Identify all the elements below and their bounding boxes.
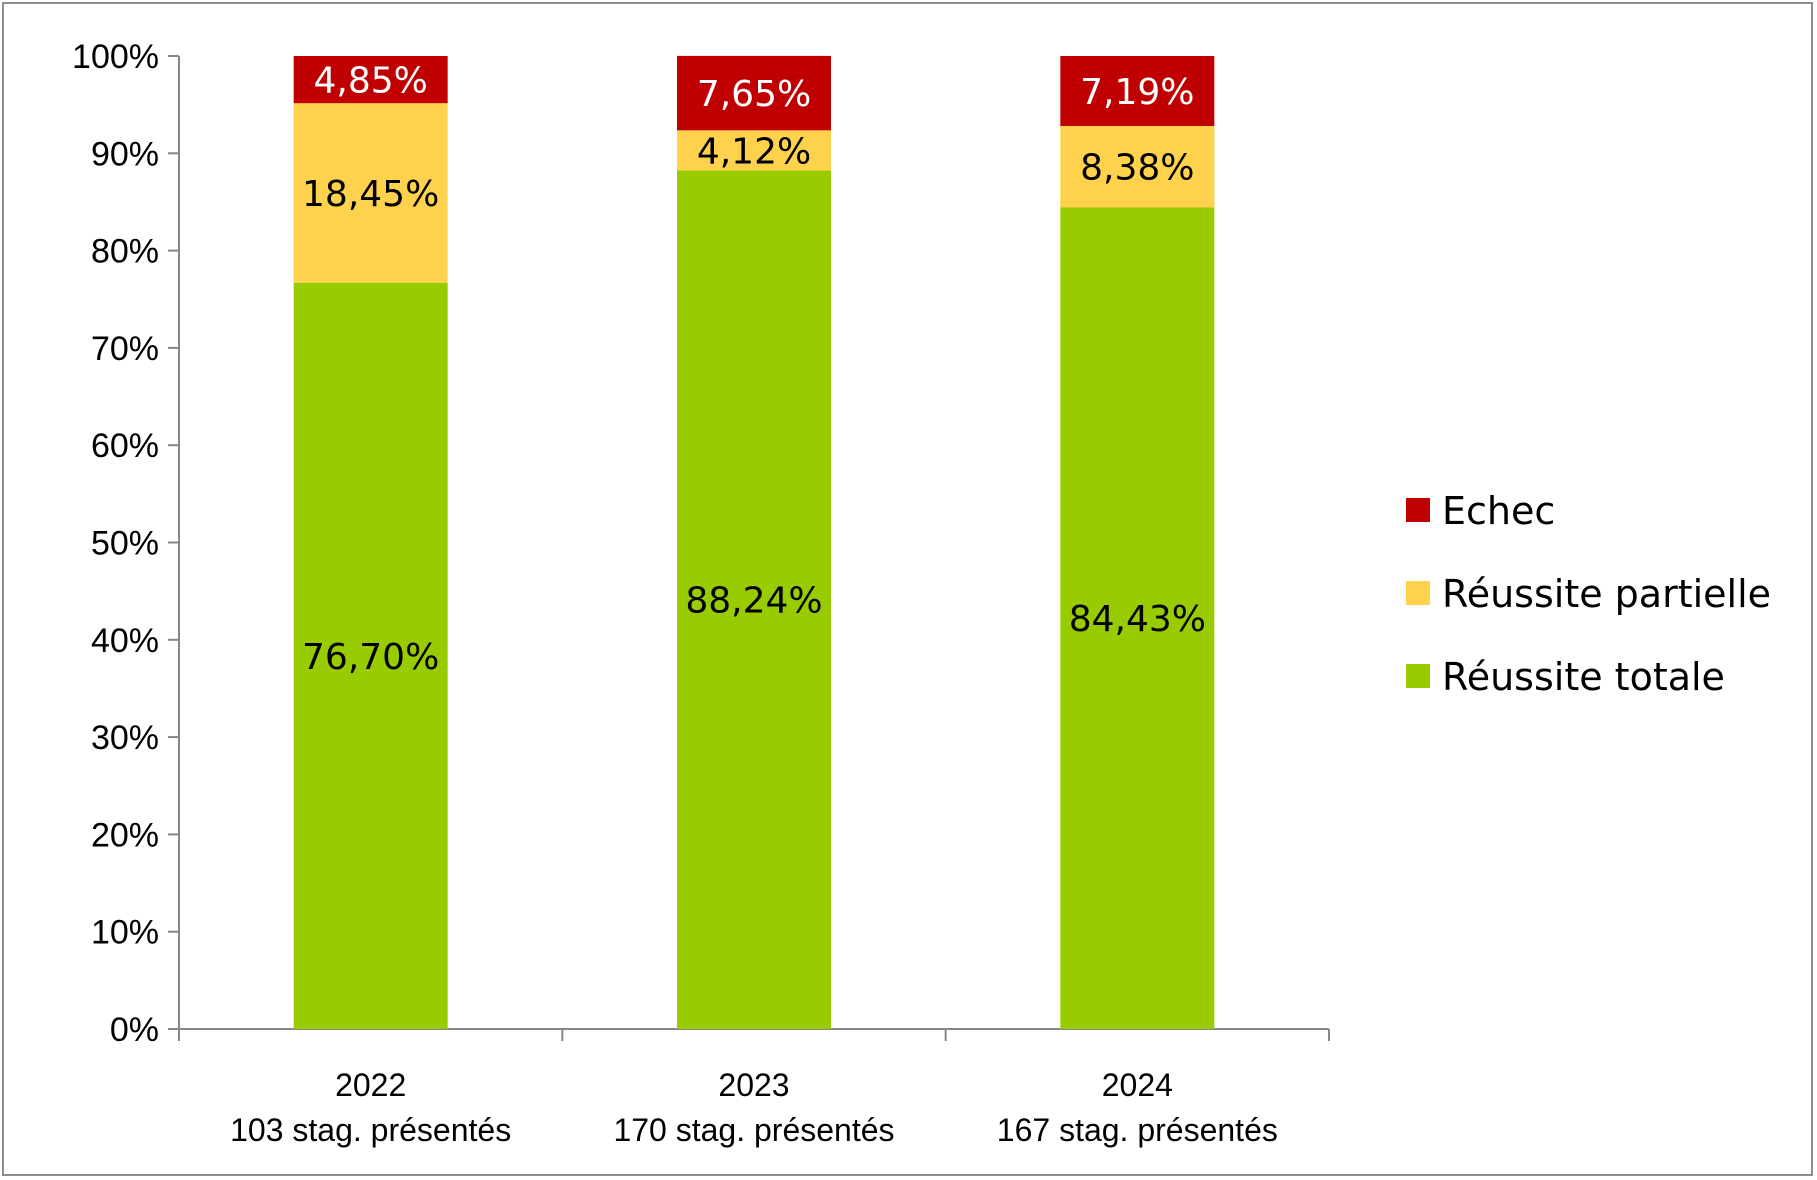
bar-segment: [677, 130, 831, 171]
x-axis: 2022 103 stag. présentés 2023 170 stag. pré…: [178, 1028, 1330, 1148]
stacked-bar-chart: 0% 10% 20% 30% 40% 50% 60% 70% 80% 90% 100% 2022 10…: [72, 38, 1771, 1148]
data-label: 4,85%: [313, 61, 427, 102]
x-category-label: 2022: [335, 1067, 406, 1103]
y-tick-label: 100%: [72, 38, 159, 76]
bar-segment: [677, 55, 831, 131]
y-tick-label: 90%: [91, 135, 159, 173]
bar-segment: [1060, 125, 1215, 208]
legend-swatch: [1406, 664, 1430, 688]
bar-segment: [293, 56, 448, 104]
data-label: 7,65%: [697, 74, 811, 115]
y-tick-label: 20%: [91, 816, 159, 854]
legend: Echec Réussite partielle Réussite totale: [1406, 489, 1771, 699]
data-label: 4,12%: [697, 131, 811, 172]
y-tick-label: 50%: [91, 525, 159, 563]
bar-segment: [1060, 56, 1215, 126]
x-category-label: 2024: [1102, 1067, 1173, 1103]
y-tick-label: 30%: [91, 719, 159, 757]
data-label: 18,45%: [302, 174, 439, 215]
bar-segment: [293, 103, 448, 283]
bar-segment: [677, 170, 831, 1029]
data-label: 7,19%: [1080, 72, 1194, 113]
legend-swatch: [1406, 581, 1430, 605]
x-category-sublabel: 170 stag. présentés: [613, 1112, 894, 1148]
y-tick-label: 70%: [91, 330, 159, 368]
y-tick-label: 40%: [91, 622, 159, 660]
x-category-sublabel: 103 stag. présentés: [230, 1112, 511, 1148]
y-tick-label: 60%: [91, 427, 159, 465]
data-label: 8,38%: [1080, 148, 1194, 189]
data-label: 76,70%: [302, 637, 439, 678]
legend-swatch: [1406, 498, 1430, 522]
data-label: 84,43%: [1069, 599, 1206, 640]
legend-label: Echec: [1442, 489, 1555, 533]
legend-label: Réussite partielle: [1442, 572, 1771, 616]
y-axis: 0% 10% 20% 30% 40% 50% 60% 70% 80% 90% 100%: [72, 38, 180, 1049]
legend-label: Réussite totale: [1442, 655, 1725, 699]
x-category-label: 2023: [718, 1067, 789, 1103]
bar-segment: [1060, 207, 1215, 1029]
y-tick-label: 80%: [91, 233, 159, 271]
bars: 76,70% 18,45% 4,85% 88,24% 4,12% 7,65% 84,43% 8…: [293, 55, 1215, 1030]
y-tick-label: 0%: [110, 1011, 159, 1049]
y-tick-label: 10%: [91, 914, 159, 952]
x-category-sublabel: 167 stag. présentés: [997, 1112, 1278, 1148]
data-label: 88,24%: [685, 581, 822, 622]
bar-segment: [293, 282, 448, 1030]
